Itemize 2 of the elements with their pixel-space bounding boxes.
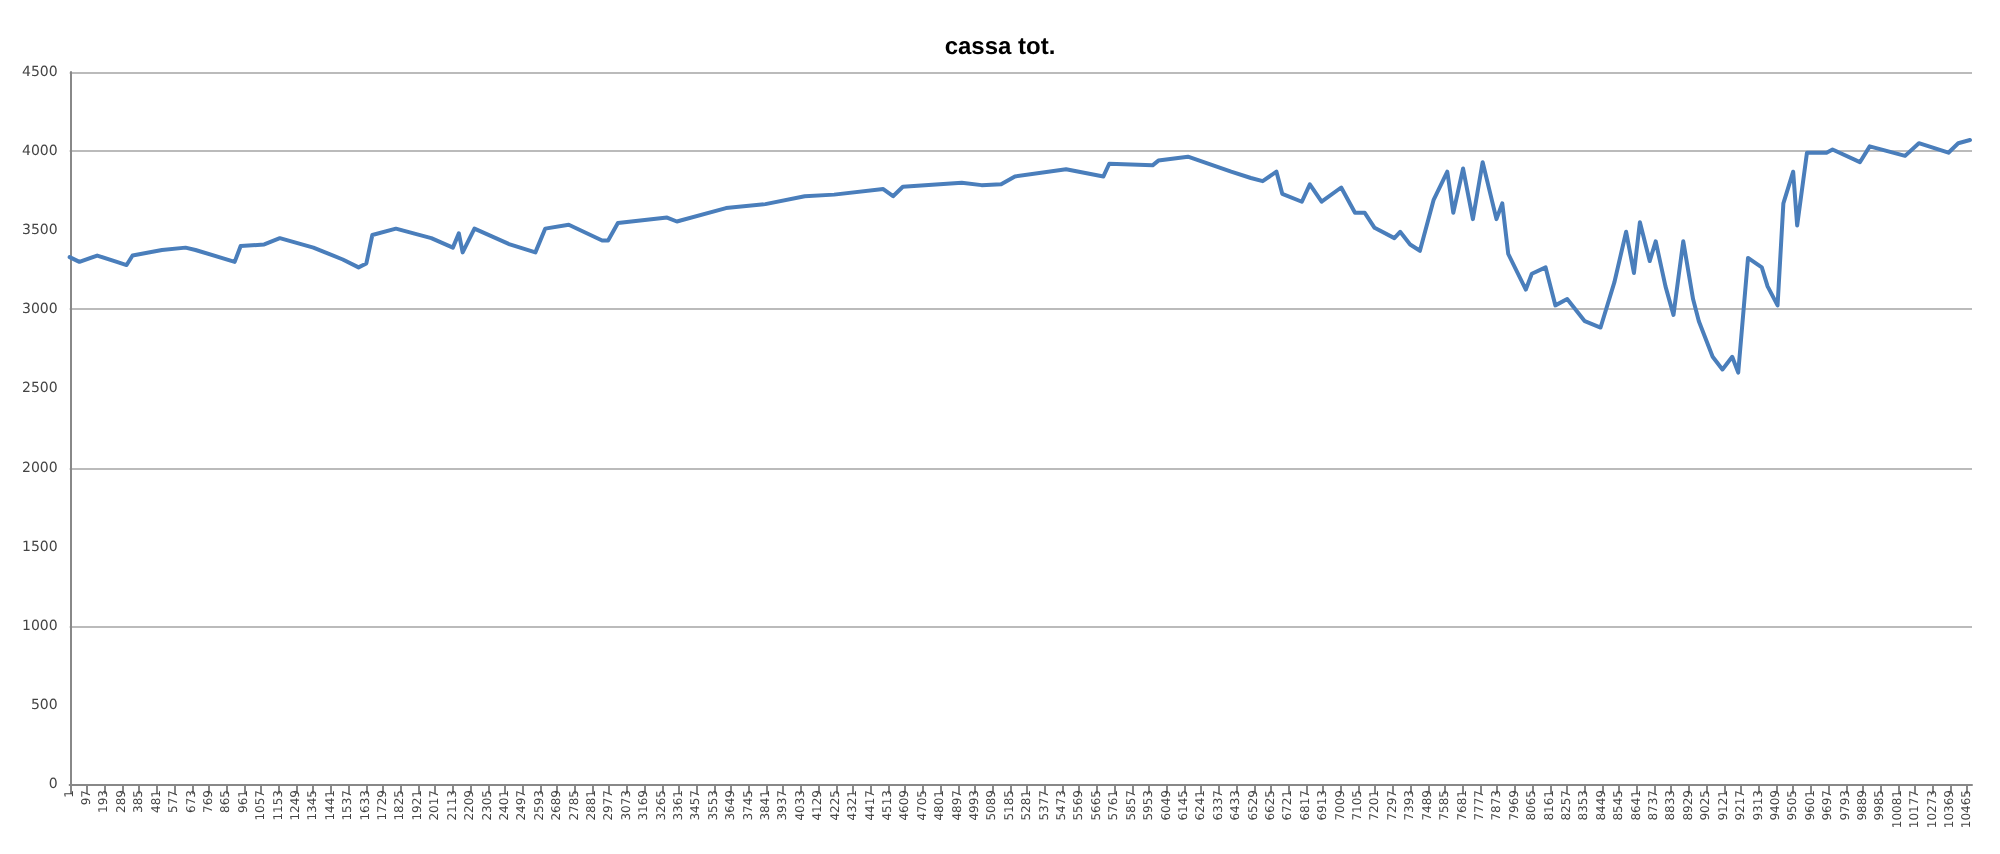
line-series xyxy=(67,138,1973,375)
chart-title: cassa tot. xyxy=(944,32,1056,60)
